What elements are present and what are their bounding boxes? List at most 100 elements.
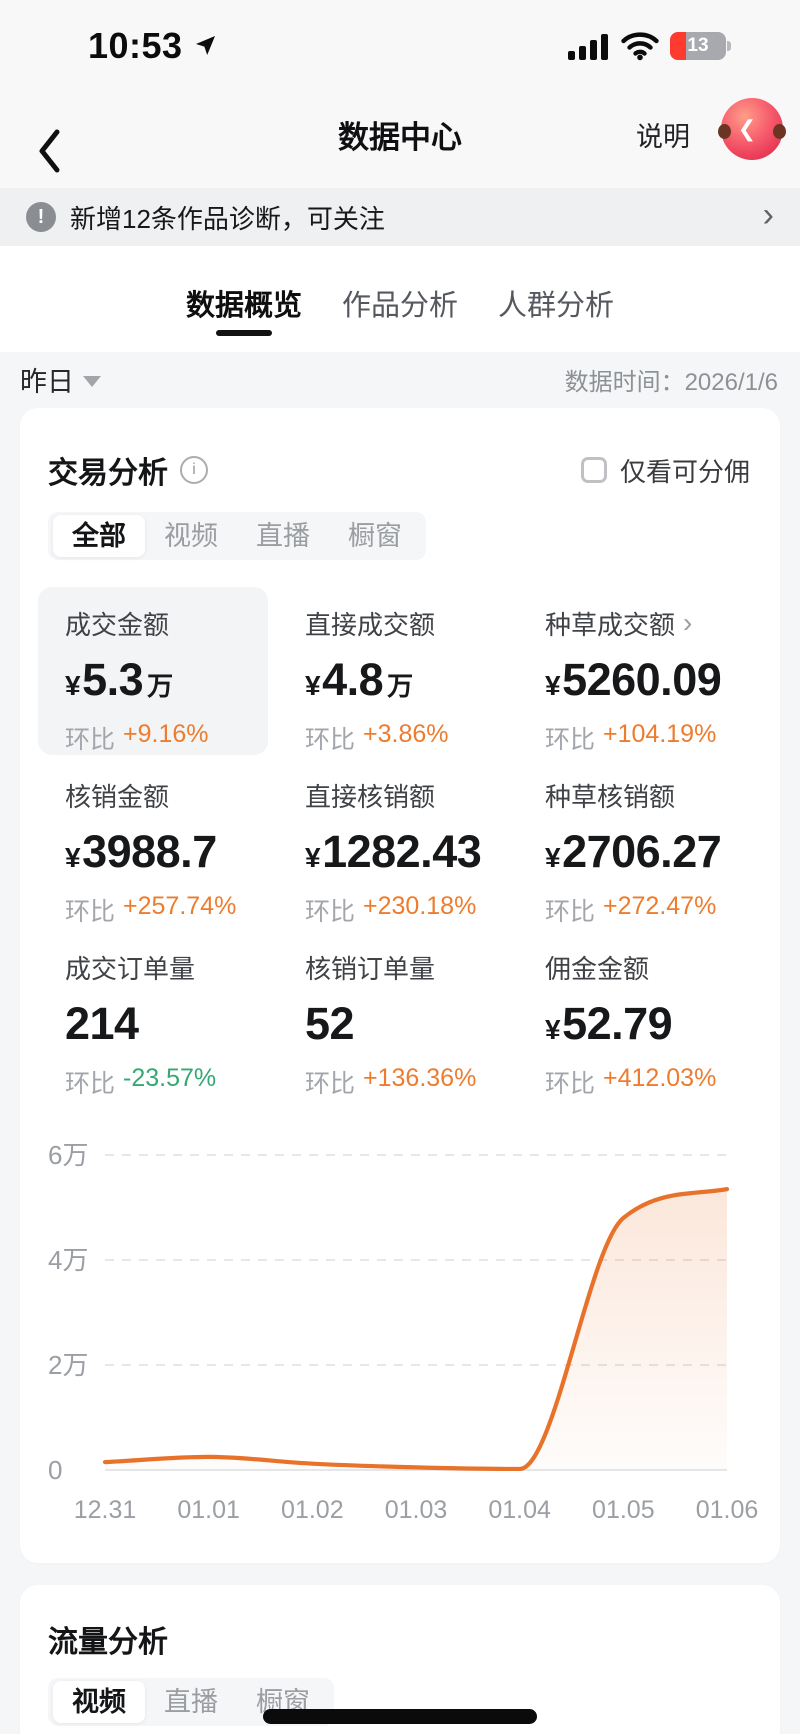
battery-fill xyxy=(670,32,686,60)
transaction-analysis-card: 交易分析 i 仅看可分佣 全部 视频 直播 橱窗 成交金额 ¥5.3 万环比 +9.16% 直… xyxy=(20,408,780,1563)
metric-label: 核销订单量 xyxy=(305,954,436,984)
chevron-right-icon: › xyxy=(762,196,774,234)
info-icon[interactable]: i xyxy=(180,456,208,484)
metric-delta: 环比 +272.47% xyxy=(545,892,752,928)
transaction-segment[interactable]: 直播 xyxy=(256,521,310,551)
location-icon xyxy=(195,36,215,55)
caret-down-icon xyxy=(83,375,101,387)
metric-delta: 环比 +104.19% xyxy=(545,720,752,756)
tab-item[interactable]: 作品分析 xyxy=(341,290,458,322)
value-unit: 万 xyxy=(387,671,413,701)
metric-tile[interactable]: 成交订单量 214 环比 -23.57% xyxy=(48,949,288,1121)
metric-value: 214 xyxy=(65,998,139,1049)
transaction-segment[interactable]: 视频 xyxy=(164,521,218,551)
metric-tile[interactable]: 核销订单量 52 环比 +136.36% xyxy=(288,949,528,1121)
back-button[interactable] xyxy=(36,126,70,176)
transaction-card-header: 交易分析 i 仅看可分佣 xyxy=(48,448,750,492)
banner-text: 新增12条作品诊断，可关注 xyxy=(70,203,385,234)
y-axis-tick: 0 xyxy=(48,1455,62,1485)
metric-delta: 环比 +136.36% xyxy=(305,1064,528,1100)
traffic-segment[interactable]: 直播 xyxy=(164,1687,218,1717)
y-axis-tick: 6万 xyxy=(48,1140,88,1170)
y-axis-tick: 2万 xyxy=(48,1350,88,1380)
cellular-signal-icon xyxy=(568,34,608,60)
alert-icon: ! xyxy=(26,202,56,232)
tab-item[interactable]: 人群分析 xyxy=(498,290,615,322)
currency-symbol: ¥ xyxy=(545,842,561,873)
x-axis-tick: 01.05 xyxy=(592,1496,655,1524)
data-timestamp: 数据时间：2026/1/6 xyxy=(564,369,778,396)
metric-tile[interactable]: 种草成交额 › ¥5260.09 环比 +104.19% xyxy=(528,605,752,777)
metric-value: ¥3988.7 xyxy=(65,826,217,877)
delta-label: 环比 xyxy=(545,1070,596,1098)
chart-area xyxy=(105,1189,727,1470)
customer-service-avatar[interactable]: ❮ xyxy=(718,98,786,160)
commission-checkbox[interactable] xyxy=(580,457,607,483)
currency-symbol: ¥ xyxy=(305,842,321,873)
help-link[interactable]: 说明 xyxy=(636,122,690,152)
status-bar: 10:53 13 xyxy=(0,0,800,78)
delta-value: +104.19% xyxy=(603,720,717,748)
delta-value: +230.18% xyxy=(363,892,477,920)
date-range-selector[interactable]: 昨日 xyxy=(20,360,101,399)
delta-value: -23.57% xyxy=(123,1064,217,1092)
commission-checkbox-label: 仅看可分佣 xyxy=(619,456,750,487)
traffic-segment[interactable]: 视频 xyxy=(53,1681,145,1723)
chart-line xyxy=(102,1187,730,1472)
currency-symbol: ¥ xyxy=(545,670,561,701)
page-title: 数据中心 xyxy=(338,120,462,155)
metric-tile[interactable]: 直接核销额 ¥1282.43 环比 +230.18% xyxy=(288,777,528,949)
x-axis-tick: 01.06 xyxy=(696,1496,759,1524)
commission-filter[interactable]: 仅看可分佣 xyxy=(580,452,750,489)
metric-delta: 环比 +257.74% xyxy=(65,892,288,928)
metric-value: 52 xyxy=(305,998,355,1049)
metric-label: 佣金金额 xyxy=(545,954,650,984)
x-axis-tick: 01.03 xyxy=(385,1496,448,1524)
chevron-left-icon xyxy=(39,129,60,173)
y-axis-tick: 4万 xyxy=(48,1245,88,1275)
status-right: 13 xyxy=(568,31,731,61)
delta-label: 环比 xyxy=(545,726,596,754)
tab-active[interactable]: 数据概览 xyxy=(186,246,302,352)
section-tabs: 数据概览 作品分析 人群分析 xyxy=(0,246,800,352)
delta-label: 环比 xyxy=(65,1070,116,1098)
traffic-card-title: 流量分析 xyxy=(48,1626,168,1659)
metric-tile[interactable]: 核销金额 ¥3988.7 环比 +257.74% xyxy=(48,777,288,949)
delta-value: +136.36% xyxy=(363,1064,477,1092)
metric-label: 成交订单量 xyxy=(65,954,196,984)
traffic-card-header: 流量分析 xyxy=(48,1617,750,1661)
metric-label: 成交金额 xyxy=(65,610,170,640)
currency-symbol: ¥ xyxy=(65,670,81,701)
metric-tile[interactable]: 种草核销额 ¥2706.27 环比 +272.47% xyxy=(528,777,752,949)
value-unit: 万 xyxy=(147,671,173,701)
date-row: 昨日 数据时间：2026/1/6 xyxy=(20,360,778,399)
delta-value: +9.16% xyxy=(123,720,209,748)
delta-value: +412.03% xyxy=(603,1064,717,1092)
date-range-label: 昨日 xyxy=(20,367,74,397)
nav-header: 数据中心 说明 ❮ xyxy=(0,78,800,188)
home-indicator[interactable] xyxy=(263,1709,537,1724)
metric-delta: 环比 -23.57% xyxy=(65,1064,288,1100)
delta-label: 环比 xyxy=(545,898,596,926)
transaction-segment[interactable]: 全部 xyxy=(53,515,145,557)
metric-tile[interactable]: 直接成交额 ¥4.8 万环比 +3.86% xyxy=(288,605,528,777)
transaction-segment[interactable]: 橱窗 xyxy=(348,521,402,551)
metric-value: ¥4.8 万 xyxy=(305,654,413,705)
metric-label: 种草核销额 xyxy=(545,782,676,812)
delta-label: 环比 xyxy=(305,726,356,754)
battery-icon: 13 xyxy=(670,32,731,60)
diagnosis-notice-banner[interactable]: ! 新增12条作品诊断，可关注 › xyxy=(0,188,800,246)
metric-label: 核销金额 xyxy=(65,782,170,812)
metric-value: ¥2706.27 xyxy=(545,826,722,877)
avatar-glyph: ❮ xyxy=(737,116,757,141)
metric-tile[interactable]: 成交金额 ¥5.3 万环比 +9.16% xyxy=(38,587,288,777)
delta-label: 环比 xyxy=(65,726,116,754)
delta-value: +3.86% xyxy=(363,720,449,748)
status-time: 10:53 xyxy=(88,25,183,66)
delta-label: 环比 xyxy=(65,898,116,926)
metric-tile[interactable]: 佣金金额 ¥52.79 环比 +412.03% xyxy=(528,949,752,1121)
x-axis-tick: 01.04 xyxy=(488,1496,551,1524)
transaction-title-group: 交易分析 i xyxy=(48,448,208,492)
transaction-channel-segments: 全部 视频 直播 橱窗 xyxy=(48,512,426,560)
